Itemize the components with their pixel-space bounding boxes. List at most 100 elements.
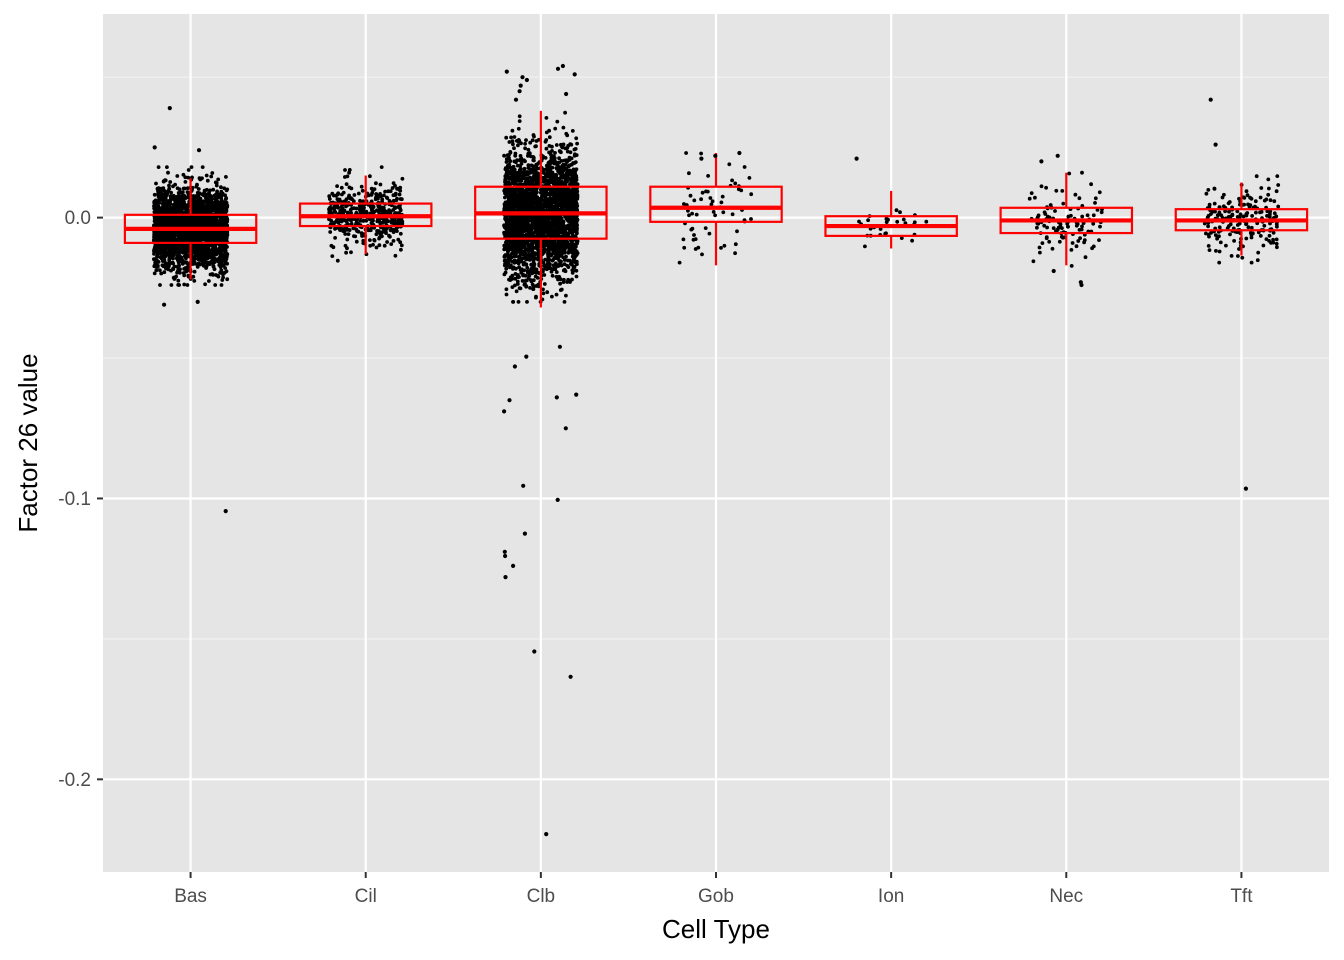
jitter-point: [177, 243, 182, 248]
jitter-point: [167, 238, 171, 243]
jitter-point: [364, 210, 369, 215]
jitter-point: [173, 230, 177, 235]
jitter-point: [220, 219, 225, 224]
jitter-point: [220, 271, 225, 275]
jitter-point: [368, 243, 373, 248]
jitter-point: [167, 183, 171, 188]
jitter-point: [200, 231, 205, 236]
jitter-point: [155, 199, 160, 204]
jitter-point: [161, 245, 166, 250]
jitter-point: [209, 203, 214, 208]
jitter-point: [327, 209, 332, 213]
jitter-point: [209, 255, 214, 259]
jitter-point: [223, 197, 228, 202]
jitter-point: [167, 230, 172, 235]
jitter-point: [206, 201, 211, 206]
jitter-point: [370, 206, 375, 211]
jitter-point: [171, 261, 176, 266]
jitter-point: [153, 218, 158, 222]
jitter-point: [341, 190, 346, 195]
jitter-point: [152, 246, 157, 251]
jitter-point: [361, 241, 366, 246]
jitter-point: [377, 243, 382, 248]
jitter-point: [186, 204, 190, 208]
jitter-point: [328, 230, 333, 234]
jitter-point: [224, 175, 228, 179]
jitter-point: [182, 282, 187, 287]
jitter-point: [192, 219, 197, 224]
jitter-point: [209, 199, 213, 204]
jitter-point: [386, 189, 391, 194]
jitter-point: [218, 250, 223, 255]
jitter-point: [219, 247, 224, 252]
jitter-point: [542, 282, 547, 286]
jitter-point: [224, 236, 229, 241]
jitter-point: [370, 220, 374, 225]
jitter-point: [331, 245, 336, 250]
jitter-point: [167, 258, 172, 262]
jitter-point: [377, 219, 382, 224]
jitter-point: [225, 232, 230, 237]
jitter-point: [200, 246, 205, 251]
jitter-point: [207, 249, 212, 254]
jitter-point: [191, 274, 196, 279]
jitter-point: [393, 193, 397, 197]
jitter-point: [173, 245, 178, 249]
jitter-point: [175, 186, 180, 191]
jitter-point: [352, 193, 357, 197]
jitter-point: [182, 218, 187, 223]
jitter-point: [186, 193, 191, 198]
jitter-point: [170, 238, 175, 243]
jitter-point: [347, 228, 352, 233]
jitter-point: [380, 230, 385, 235]
jitter-point: [516, 300, 521, 304]
jitter-point: [338, 199, 343, 204]
jitter-point: [544, 130, 549, 135]
jitter-point: [510, 285, 515, 289]
jitter-point: [154, 181, 158, 186]
jitter-point: [212, 244, 217, 249]
jitter-point: [394, 198, 399, 203]
jitter-point: [166, 170, 170, 175]
jitter-point: [214, 218, 219, 223]
jitter-point: [518, 268, 523, 272]
jitter-point: [369, 193, 374, 197]
jitter-point: [389, 242, 394, 247]
jitter-point: [158, 283, 162, 287]
jitter-point: [204, 196, 208, 201]
jitter-point: [398, 206, 402, 211]
jitter-point: [348, 196, 353, 201]
jitter-point: [348, 207, 353, 212]
jitter-point: [166, 205, 170, 210]
jitter-point: [392, 228, 397, 233]
jitter-point: [169, 283, 174, 287]
jitter-point: [160, 194, 165, 198]
jitter-point: [399, 247, 403, 252]
jitter-point: [186, 168, 191, 172]
jitter-point: [212, 249, 217, 254]
jitter-point: [396, 237, 401, 242]
jitter-point: [345, 237, 350, 242]
jitter-point: [364, 218, 369, 223]
jitter-point: [338, 209, 343, 214]
jitter-point: [219, 283, 224, 287]
jitter-point: [385, 240, 389, 244]
jitter-point: [175, 255, 180, 259]
jitter-point: [202, 221, 207, 226]
jitter-point: [180, 190, 185, 195]
jitter-point: [385, 226, 389, 231]
jitter-point: [352, 234, 356, 239]
jitter-point: [180, 223, 185, 228]
jitter-point: [517, 114, 522, 119]
jitter-point: [393, 253, 398, 258]
jitter-point: [210, 223, 215, 228]
jitter-point: [221, 233, 226, 237]
jitter-point: [197, 216, 202, 221]
jitter-point: [400, 221, 405, 226]
jitter-point: [216, 232, 221, 237]
jitter-point: [559, 144, 564, 149]
jitter-point: [356, 191, 361, 196]
jitter-point: [344, 250, 348, 255]
jitter-point: [344, 182, 349, 187]
jitter-point: [155, 254, 160, 259]
